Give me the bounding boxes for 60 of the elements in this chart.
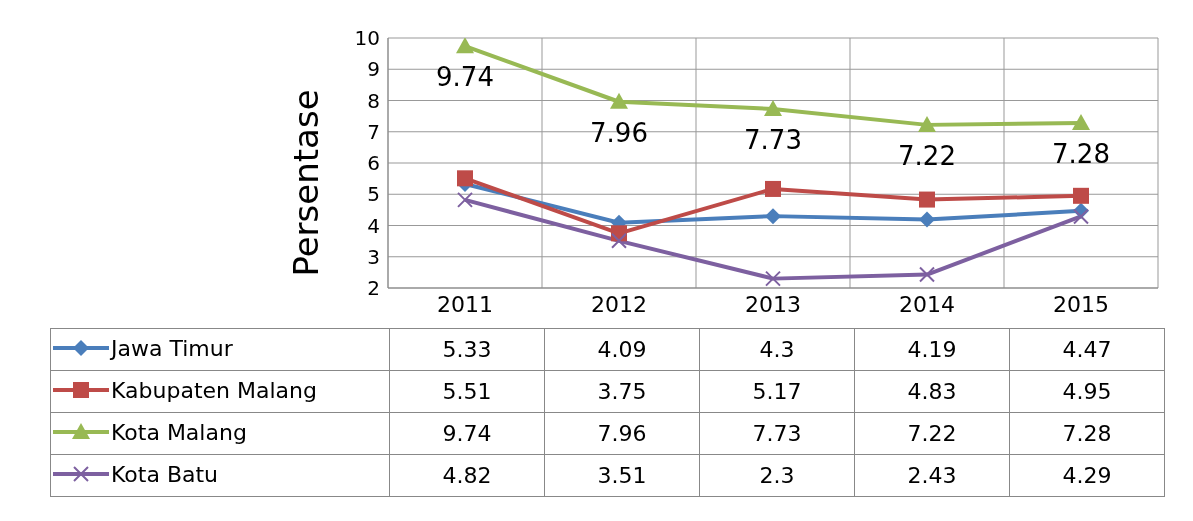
data-label: 5.33 xyxy=(389,328,545,371)
data-label: 7.96 xyxy=(544,412,700,455)
y-tick-label: 9 xyxy=(367,57,380,82)
point xyxy=(1073,187,1089,204)
legend-label: Kota Malang xyxy=(111,419,247,445)
y-tick-label: 8 xyxy=(367,88,380,113)
point xyxy=(457,170,473,187)
point xyxy=(918,115,936,132)
point xyxy=(765,208,781,225)
legend-label: Kota Batu xyxy=(111,461,219,487)
y-tick-label: 5 xyxy=(367,182,380,207)
y-tick-label: 7 xyxy=(367,119,380,144)
data-label: 4.3 xyxy=(699,328,855,371)
point xyxy=(765,180,781,197)
point xyxy=(919,266,935,283)
point xyxy=(919,191,935,208)
point xyxy=(1072,114,1090,130)
x-tick-label: 2015 xyxy=(1053,291,1109,317)
annotation: 7.96 xyxy=(590,117,648,148)
y-tick-label: 2 xyxy=(367,276,380,301)
legend-label: Jawa Timur xyxy=(111,335,233,361)
y-tick-label: 6 xyxy=(367,151,380,176)
data-label: 5.51 xyxy=(389,370,545,413)
data-label: 7.22 xyxy=(854,412,1010,455)
data-label: 2.43 xyxy=(854,454,1010,497)
data-label: 4.47 xyxy=(1009,328,1165,371)
point xyxy=(456,38,474,54)
x-tick-label: 2014 xyxy=(899,291,955,317)
data-label: 7.28 xyxy=(1009,412,1165,455)
point xyxy=(457,191,473,208)
point xyxy=(610,92,628,109)
point xyxy=(764,99,782,116)
data-label: 4.82 xyxy=(389,454,545,497)
y-tick-label: 10 xyxy=(354,26,380,51)
data-label: 3.75 xyxy=(544,370,700,413)
annotation: 9.74 xyxy=(436,62,494,93)
x-tick-label: 2013 xyxy=(745,291,801,317)
y-tick-label: 3 xyxy=(367,244,380,269)
data-label: 2.3 xyxy=(699,454,855,497)
data-label: 4.83 xyxy=(854,370,1010,413)
point xyxy=(919,211,935,228)
y-axis-title: Persentase xyxy=(286,89,326,277)
data-label: 4.95 xyxy=(1009,370,1165,413)
annotation: 7.73 xyxy=(744,124,802,155)
annotation: 7.28 xyxy=(1052,139,1110,169)
point xyxy=(765,270,781,287)
data-label: 5.17 xyxy=(699,370,855,413)
x-tick-label: 2011 xyxy=(437,291,493,317)
point xyxy=(1073,208,1089,225)
x-tick-label: 2012 xyxy=(591,291,647,317)
y-tick-label: 4 xyxy=(367,213,380,238)
data-label: 7.73 xyxy=(699,412,855,455)
data-label: 4.19 xyxy=(854,328,1010,371)
data-label: 9.74 xyxy=(389,412,545,455)
annotation: 7.22 xyxy=(898,140,956,171)
data-label: 4.29 xyxy=(1009,454,1165,497)
point xyxy=(611,232,627,249)
data-label: 4.09 xyxy=(544,328,700,371)
data-label: 3.51 xyxy=(544,454,700,497)
legend-label: Kabupaten Malang xyxy=(111,377,317,403)
